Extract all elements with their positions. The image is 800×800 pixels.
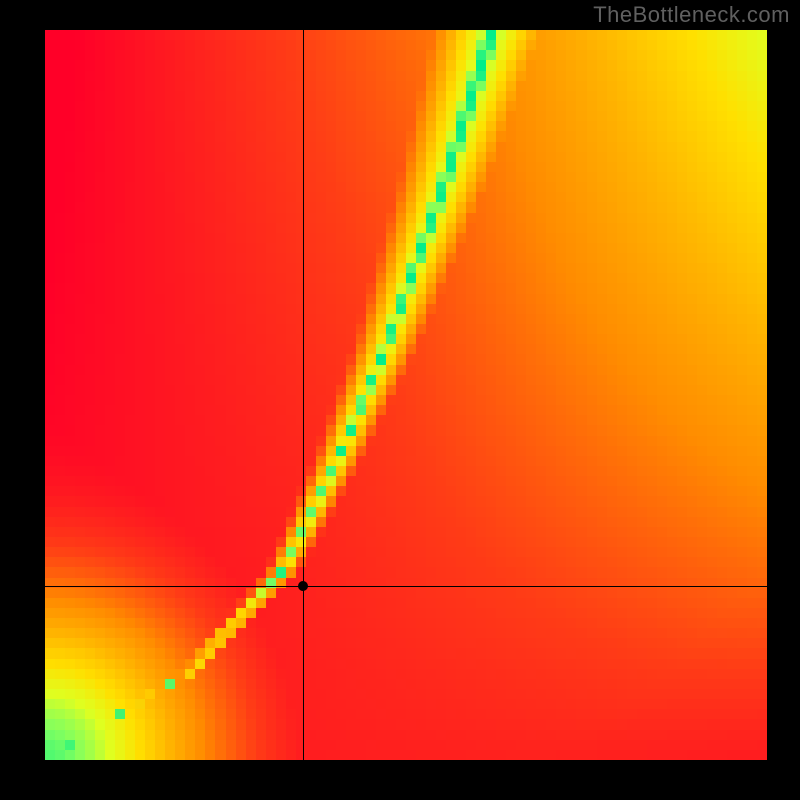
figure-container: TheBottleneck.com	[0, 0, 800, 800]
crosshair-vertical	[303, 30, 304, 760]
crosshair-horizontal	[45, 586, 767, 587]
watermark-label: TheBottleneck.com	[593, 2, 790, 28]
data-point-marker	[298, 581, 308, 591]
heatmap-canvas	[45, 30, 767, 760]
